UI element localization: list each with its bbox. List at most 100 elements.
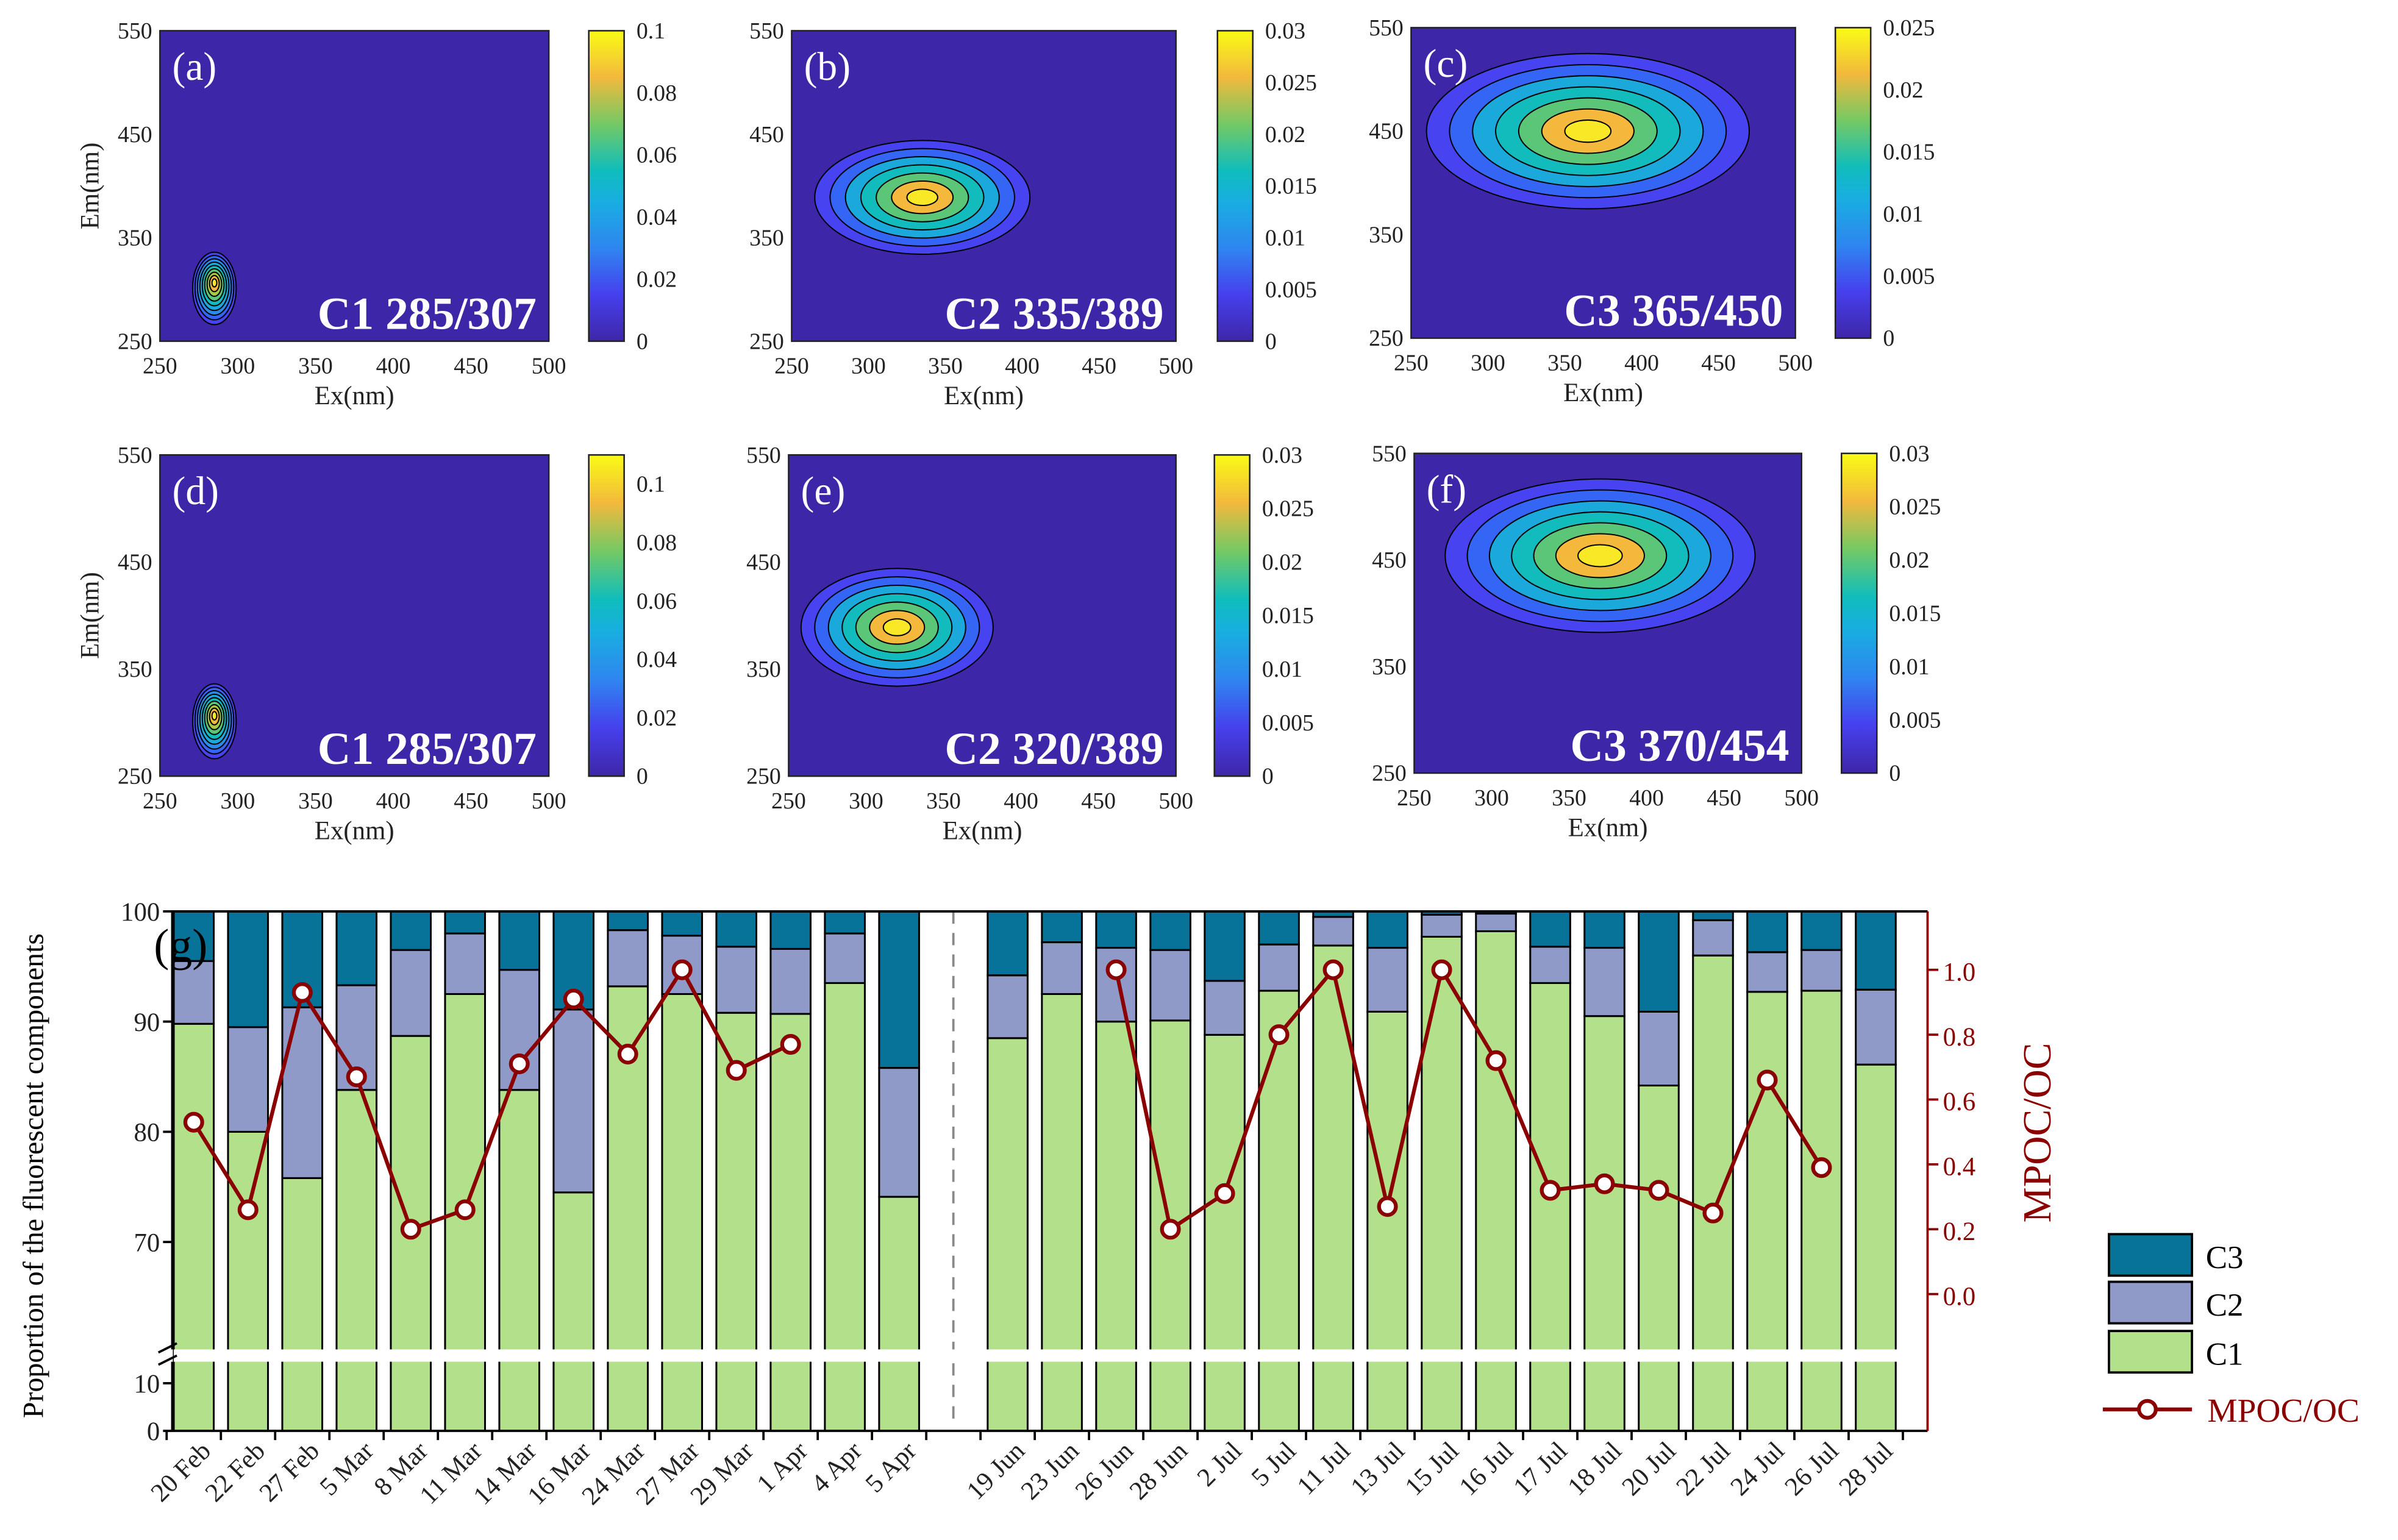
contour-level	[211, 278, 218, 288]
x-tick-label: 300	[221, 354, 255, 379]
mpoc-oc-line	[192, 966, 792, 1232]
y2-tick-label: 1.0	[1943, 958, 1976, 986]
y-tick-label: 350	[118, 226, 152, 251]
colorbar-tick-label: 0.04	[637, 647, 677, 672]
bar-c2	[1638, 1010, 1680, 1087]
colorbar-tick-label: 0	[1265, 329, 1277, 354]
colorbar-tick-label: 0.03	[1889, 441, 1929, 466]
eem-panel-f: (f) C3 370/454 250 300 350 400 450 500 250 350 450…	[1372, 441, 1941, 842]
y-tick-label: 70	[134, 1228, 160, 1257]
bar-c2	[878, 1067, 920, 1198]
colorbar-tick-label: 0.08	[637, 530, 677, 556]
colorbar-tick-label: 0	[1889, 761, 1900, 786]
colorbar-tick-label: 0.02	[637, 705, 677, 731]
bar-c1	[1855, 1063, 1897, 1432]
y-tick-label: 450	[118, 549, 152, 575]
bar-c3	[1529, 910, 1571, 948]
bar-c2	[1095, 947, 1137, 1023]
x-tick-label: 27 Feb	[254, 1436, 326, 1508]
bar-c2	[1041, 941, 1083, 996]
legend-swatch-c2	[2108, 1280, 2193, 1325]
y-tick-label: 550	[118, 18, 152, 44]
component-label: C1 285/307	[318, 724, 537, 774]
bar-c3	[607, 910, 649, 932]
eem-panel-d: (d) C1 285/307 250 300 350 400 450 500 250 350 450…	[76, 443, 677, 846]
x-tick-label: 400	[1004, 788, 1038, 814]
bar-c3	[769, 910, 812, 950]
y-tick-label: 250	[1369, 326, 1404, 351]
bar-c1	[1638, 1085, 1680, 1432]
eem-panel-a: (a) C1 285/307 250 300 350 400 450 500 250 350 450…	[76, 18, 677, 410]
x-tick-label: 450	[1701, 351, 1736, 376]
eem-panels: (a) C1 285/307 250 300 350 400 450 500 250 350 450…	[76, 15, 1941, 845]
x-tick-label: 300	[1471, 351, 1505, 376]
bar-c1	[1746, 991, 1788, 1432]
bar-c2	[1366, 947, 1408, 1013]
x-tick-label: 1 Apr	[752, 1436, 813, 1498]
mpoc-oc-point	[671, 959, 693, 980]
colorbar-tick-label: 0.01	[1883, 202, 1923, 227]
bar-c3	[1583, 910, 1625, 949]
panel-tag: (a)	[173, 45, 217, 89]
x-tick-label: 300	[1474, 785, 1509, 811]
bar-c1	[173, 1022, 215, 1432]
mpoc-oc-point	[1811, 1157, 1832, 1178]
bar-c2	[444, 932, 487, 996]
mpoc-oc-point	[1377, 1196, 1398, 1217]
x-tick-label: 19 Jun	[962, 1436, 1030, 1505]
legend: C3 C2 C1 MPOC/OC	[2102, 1233, 2360, 1429]
mpoc-oc-point	[1648, 1180, 1669, 1201]
panel-tag: (g)	[154, 921, 207, 971]
legend-label: MPOC/OC	[2207, 1392, 2360, 1429]
x-tick-label: 500	[532, 788, 566, 814]
bar-c3	[1149, 910, 1191, 951]
y2-tick-label: 0.8	[1943, 1023, 1976, 1052]
y-tick-label: 350	[118, 657, 152, 682]
bar-c3	[824, 910, 866, 935]
x-tick-label: 28 Jun	[1124, 1436, 1193, 1505]
bar-c2	[987, 974, 1029, 1039]
y-tick-label: 550	[1369, 15, 1404, 41]
colorbar-tick-label: 0.015	[1262, 603, 1314, 629]
x-tick-label: 24 Jul	[1725, 1436, 1790, 1502]
y-tick-label: 250	[746, 764, 781, 790]
bar-c3	[227, 910, 269, 1028]
bar-c2	[1312, 916, 1354, 947]
x-tick-label: 400	[1629, 785, 1664, 811]
y2-tick-label: 0.2	[1943, 1217, 1976, 1246]
colorbar	[1841, 452, 1878, 774]
y-axis-label: Em(nm)	[76, 143, 104, 230]
bar-c3	[1692, 910, 1734, 921]
x-tick-label: 500	[532, 354, 566, 379]
colorbar-tick-label: 0.015	[1265, 174, 1317, 199]
y-tick-label: 450	[749, 122, 784, 148]
x-tick-label: 5 Apr	[860, 1436, 922, 1498]
bar-c2	[769, 947, 812, 1015]
colorbar-tick-label: 0.01	[1262, 657, 1302, 682]
x-tick-label: 250	[771, 788, 806, 814]
x-tick-label: 400	[376, 788, 411, 814]
x-tick-label: 500	[1784, 785, 1819, 811]
panel-tag: (b)	[804, 45, 851, 89]
bar-c1	[1041, 993, 1083, 1432]
bar-c1	[1258, 989, 1300, 1432]
bar-c3	[444, 910, 487, 935]
panel-tag: (d)	[173, 469, 219, 513]
bar-c1	[661, 993, 703, 1432]
y-tick-label: 100	[121, 898, 160, 927]
bar-c1	[1529, 982, 1571, 1432]
eem-panel-b: (b) C2 335/389 250 300 350 400 450 500 250 350 450…	[749, 18, 1317, 410]
colorbar-tick-label: 0.1	[637, 18, 665, 44]
eem-panel-c: (c) C3 365/450 250 300 350 400 450 500 250 350 450…	[1369, 15, 1935, 407]
legend-label: C3	[2206, 1240, 2244, 1275]
y-tick-label: 350	[1372, 654, 1407, 680]
bar-c3	[335, 910, 378, 986]
bar-c1	[1095, 1021, 1137, 1432]
colorbar	[1216, 30, 1254, 342]
panel-tag: (c)	[1424, 42, 1468, 86]
colorbar-tick-label: 0.06	[637, 588, 677, 614]
colorbar-tick-label: 0.025	[1262, 496, 1314, 522]
component-label: C2 335/389	[944, 288, 1163, 339]
colorbar-tick-label: 0.03	[1265, 18, 1305, 44]
